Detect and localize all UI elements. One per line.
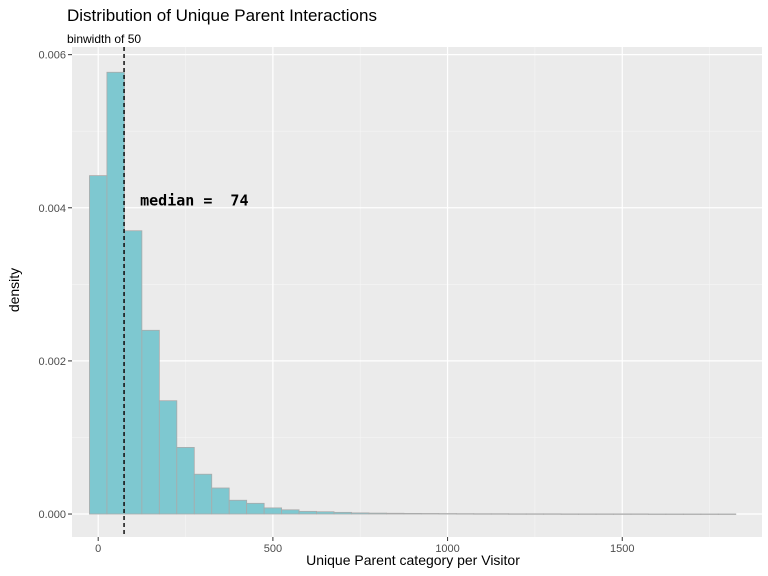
histogram-bar <box>368 512 387 515</box>
chart-title: Distribution of Unique Parent Interactio… <box>67 6 377 25</box>
histogram-bar <box>403 513 422 515</box>
histogram-bar <box>525 513 545 515</box>
histogram-bar <box>682 513 702 515</box>
histogram-bar <box>211 487 230 515</box>
histogram-bar <box>508 513 527 515</box>
histogram-bar <box>124 230 143 515</box>
histogram-bar <box>613 513 632 515</box>
histogram-bar <box>490 513 510 515</box>
y-tick-label: 0.002 <box>38 356 66 368</box>
histogram-bar <box>316 511 335 515</box>
histogram-bar <box>543 513 562 515</box>
histogram-bar <box>665 513 684 515</box>
histogram-bar <box>630 513 649 515</box>
histogram-bar <box>420 513 440 515</box>
histogram-bar <box>176 447 195 515</box>
histogram-bar <box>281 509 300 515</box>
histogram-bar <box>700 513 719 515</box>
minor-gridlines <box>72 47 762 537</box>
x-tick-label: 500 <box>264 543 282 555</box>
y-axis-ticks: 0.000 0.002 0.004 0.006 <box>38 50 72 521</box>
histogram-bar <box>158 400 178 515</box>
histogram-bar <box>106 71 125 515</box>
histogram-bar <box>473 513 492 515</box>
x-axis-ticks: 0 500 1000 1500 <box>95 537 634 555</box>
histogram-bar <box>333 511 352 515</box>
histogram-bar <box>263 507 283 515</box>
x-tick-label: 1000 <box>435 543 459 555</box>
y-tick-label: 0.000 <box>38 509 66 521</box>
histogram-bar <box>386 512 405 515</box>
histogram-bar <box>228 499 248 515</box>
histogram-bar <box>648 513 667 515</box>
median-annotation: median = 74 <box>140 191 248 209</box>
x-tick-label: 1500 <box>610 543 634 555</box>
histogram-bar <box>351 512 370 515</box>
chart-subtitle: binwidth of 50 <box>67 32 141 46</box>
histogram-bar <box>141 329 160 515</box>
y-tick-label: 0.004 <box>38 203 66 215</box>
histogram-bars <box>89 71 737 515</box>
histogram-bar <box>246 502 265 515</box>
x-axis-title: Unique Parent category per Visitor <box>306 552 520 568</box>
histogram-bar <box>595 513 614 515</box>
histogram-bar <box>717 513 737 515</box>
histogram-bar <box>560 513 579 515</box>
histogram-bar <box>438 513 457 515</box>
histogram-bar <box>193 473 213 515</box>
histogram-bar <box>455 513 475 515</box>
histogram-bar <box>89 175 108 515</box>
x-tick-label: 0 <box>95 543 101 555</box>
histogram-bar <box>298 510 317 515</box>
y-tick-label: 0.006 <box>38 50 66 62</box>
y-axis-title: density <box>6 268 22 312</box>
histogram-bar <box>578 513 597 515</box>
